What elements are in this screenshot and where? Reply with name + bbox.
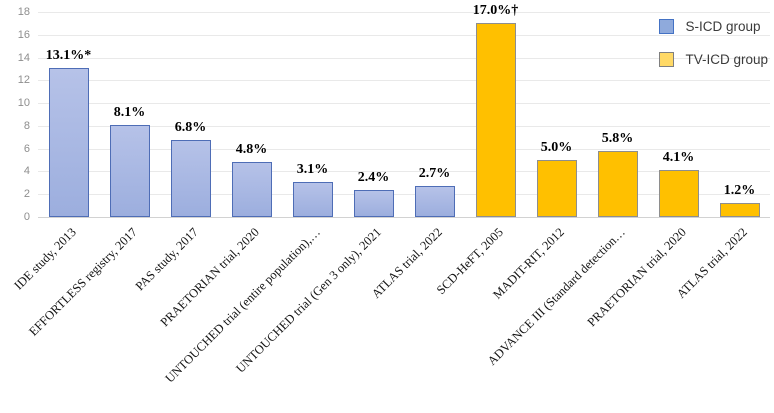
bar-value-label: 6.8% bbox=[174, 119, 207, 135]
legend-label-tvicd: TV-ICD group bbox=[685, 52, 768, 67]
bar bbox=[292, 181, 333, 217]
bar-value-label: 2.7% bbox=[418, 166, 451, 182]
gridline bbox=[38, 80, 770, 82]
bar bbox=[475, 23, 516, 217]
bar bbox=[536, 160, 577, 217]
y-axis-tick-label: 14 bbox=[17, 51, 30, 64]
bar bbox=[109, 124, 150, 217]
y-axis-tick-label: 16 bbox=[17, 28, 30, 41]
bar-value-label: 17.0%† bbox=[472, 3, 519, 19]
bar bbox=[658, 170, 699, 217]
bar-value-label: 3.1% bbox=[296, 161, 329, 177]
y-axis-tick-label: 0 bbox=[23, 211, 30, 223]
y-axis-tick-label: 8 bbox=[23, 119, 30, 132]
y-axis-tick-label: 18 bbox=[17, 6, 30, 18]
gridline bbox=[38, 103, 770, 105]
gridline bbox=[38, 57, 770, 59]
y-axis-tick-label: 2 bbox=[23, 188, 30, 201]
bar-value-label: 4.8% bbox=[235, 142, 268, 158]
bar-value-label: 5.8% bbox=[601, 130, 634, 146]
bar bbox=[414, 186, 455, 217]
y-axis-tick-label: 6 bbox=[23, 142, 30, 155]
y-axis-tick-label: 12 bbox=[17, 74, 30, 87]
gridline bbox=[38, 12, 770, 13]
bar bbox=[719, 203, 760, 217]
tvicd-group-swatch-icon bbox=[659, 52, 675, 67]
bar bbox=[231, 162, 272, 217]
gridline bbox=[38, 125, 770, 127]
gridline bbox=[38, 171, 770, 173]
gridline bbox=[38, 148, 770, 150]
bar bbox=[353, 189, 394, 217]
legend-label-sicd: S-ICD group bbox=[685, 19, 761, 34]
gridline bbox=[38, 194, 770, 196]
x-axis-label: EFFORTLESS registry, 2017 bbox=[25, 225, 140, 339]
sicd-group-swatch-icon bbox=[659, 19, 675, 34]
x-axis-line bbox=[38, 217, 770, 218]
y-axis-tick-label: 4 bbox=[23, 165, 30, 178]
bar-value-label: 13.1%* bbox=[45, 47, 92, 63]
bar-value-label: 1.2% bbox=[723, 183, 756, 199]
legend: S-ICD group TV-ICD group bbox=[659, 19, 768, 67]
gridline bbox=[38, 34, 770, 36]
legend-item-sicd: S-ICD group bbox=[659, 19, 768, 34]
bar-value-label: 4.1% bbox=[662, 150, 695, 166]
bar-value-label: 5.0% bbox=[540, 140, 573, 156]
bar-value-label: 8.1% bbox=[113, 104, 146, 120]
y-axis-tick-label: 10 bbox=[17, 97, 30, 110]
bar bbox=[597, 150, 638, 217]
bar-value-label: 2.4% bbox=[357, 169, 390, 185]
legend-item-tvicd: TV-ICD group bbox=[659, 52, 768, 67]
bar bbox=[48, 67, 89, 217]
bar bbox=[170, 139, 211, 217]
